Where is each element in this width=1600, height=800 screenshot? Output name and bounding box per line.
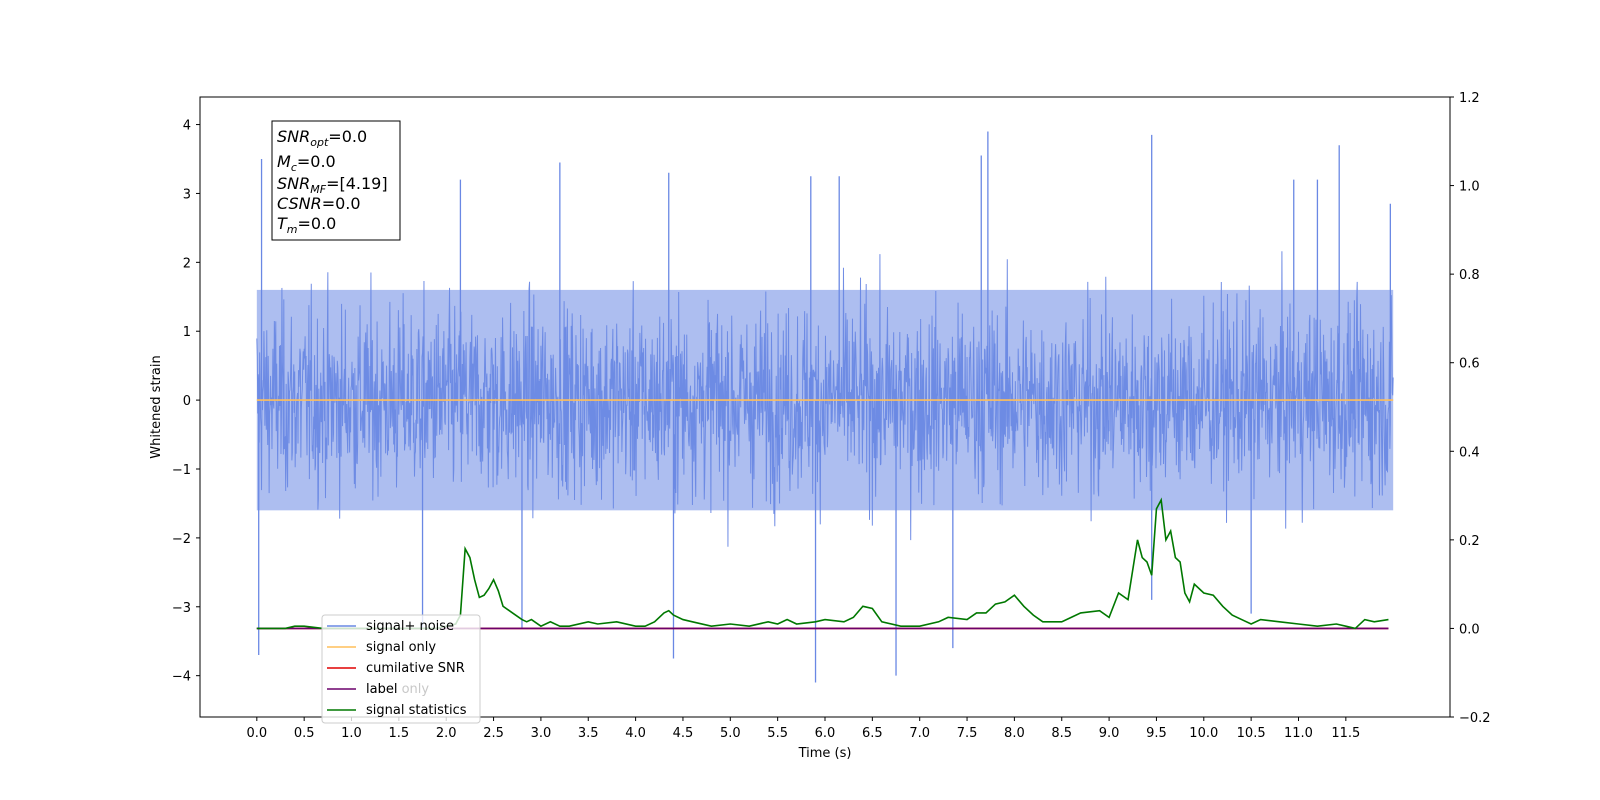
x-tick-label: 11.0 bbox=[1284, 726, 1313, 741]
y-right-tick-label: −0.2 bbox=[1459, 711, 1491, 726]
stats-annotation-box: SNRopt=0.0 Mc=0.0 SNRMF=[4.19] CSNR=0.0 … bbox=[271, 120, 401, 241]
x-tick-label: 5.0 bbox=[720, 726, 741, 741]
y-tick-label: −1 bbox=[172, 463, 191, 478]
x-tick-label: 10.5 bbox=[1237, 726, 1266, 741]
x-tick-label: 9.0 bbox=[1099, 726, 1120, 741]
x-tick-label: 3.5 bbox=[578, 726, 599, 741]
x-tick-label: 6.5 bbox=[862, 726, 883, 741]
y-tick-label: −3 bbox=[172, 601, 191, 616]
y-right-tick-label: 0.6 bbox=[1459, 357, 1480, 372]
legend-entry-signal-only: signal only bbox=[327, 640, 436, 655]
y-tick-label: 4 bbox=[183, 119, 191, 134]
x-tick-label: 11.5 bbox=[1331, 726, 1360, 741]
stats-line-csnr: CSNR=0.0 bbox=[277, 194, 361, 213]
y-tick-label: 0 bbox=[183, 394, 191, 409]
y-right-tick-label: 0.0 bbox=[1459, 622, 1480, 637]
x-tick-label: 8.5 bbox=[1051, 726, 1072, 741]
y-axis-right-ticks: 1.2 1.0 0.8 0.6 0.4 0.2 0.0 −0.2 bbox=[1450, 91, 1491, 726]
x-tick-label: 1.5 bbox=[389, 726, 410, 741]
y-tick-label: 3 bbox=[183, 187, 191, 202]
y-right-tick-label: 0.2 bbox=[1459, 534, 1480, 549]
x-tick-label: 2.5 bbox=[483, 726, 504, 741]
svg-text:signal statistics: signal statistics bbox=[366, 703, 467, 718]
x-tick-label: 0.0 bbox=[246, 726, 267, 741]
y-tick-label: 1 bbox=[183, 325, 191, 340]
x-tick-label: 7.0 bbox=[909, 726, 930, 741]
x-tick-label: 4.5 bbox=[673, 726, 694, 741]
svg-text:label: label bbox=[366, 682, 397, 697]
legend: signal+ noise signal only cumilative SNR… bbox=[321, 614, 481, 724]
y-tick-label: −4 bbox=[172, 670, 191, 685]
x-axis-ticks: 0.0 0.5 1.0 1.5 2.0 2.5 3.0 3.5 4.0 4.5 5.0 5.5 6.0 6… bbox=[246, 717, 1360, 741]
stats-line-snr-mf: SNRMF=[4.19] bbox=[277, 174, 388, 196]
y-right-tick-label: 0.4 bbox=[1459, 445, 1480, 460]
x-axis-label: Time (s) bbox=[798, 746, 852, 761]
legend-entry-label: label bbox=[327, 682, 397, 697]
x-tick-label: 0.5 bbox=[294, 726, 315, 741]
y-axis-left-ticks: 4 3 2 1 0 −1 −2 −3 −4 bbox=[172, 119, 200, 685]
x-tick-label: 3.0 bbox=[531, 726, 552, 741]
y-right-tick-label: 0.8 bbox=[1459, 268, 1480, 283]
legend-entry-signal-noise: signal+ noise bbox=[327, 619, 454, 634]
x-tick-label: 7.5 bbox=[957, 726, 978, 741]
signal-statistics-line bbox=[256, 497, 1389, 630]
stats-line-tm: Tm=0.0 bbox=[277, 214, 336, 236]
legend-entry-signal-statistics: signal statistics bbox=[327, 703, 467, 718]
y-axis-label: Whitened strain bbox=[149, 355, 164, 458]
x-tick-label: 5.5 bbox=[767, 726, 788, 741]
legend-entry-cumulative-snr: cumilative SNR bbox=[327, 661, 465, 676]
stats-line-chirp-mass: Mc=0.0 bbox=[277, 152, 336, 174]
stats-line-snr-opt: SNRopt=0.0 bbox=[277, 127, 367, 149]
x-tick-label: 1.0 bbox=[341, 726, 362, 741]
svg-text:signal only: signal only bbox=[366, 640, 436, 655]
x-tick-label: 8.0 bbox=[1004, 726, 1025, 741]
y-tick-label: 2 bbox=[183, 256, 191, 271]
x-tick-label: 2.0 bbox=[436, 726, 457, 741]
x-tick-label: 4.0 bbox=[625, 726, 646, 741]
legend-entry-label-only: label only bbox=[366, 682, 429, 697]
svg-text:signal+ noise: signal+ noise bbox=[366, 619, 454, 634]
y-tick-label: −2 bbox=[172, 532, 191, 547]
x-tick-label: 9.5 bbox=[1146, 726, 1167, 741]
y-right-tick-label: 1.2 bbox=[1459, 91, 1480, 106]
y-right-tick-label: 1.0 bbox=[1459, 180, 1480, 195]
svg-text:cumilative SNR: cumilative SNR bbox=[366, 661, 465, 676]
x-tick-label: 6.0 bbox=[815, 726, 836, 741]
svg-text:label only: label only bbox=[366, 682, 429, 697]
x-tick-label: 10.0 bbox=[1189, 726, 1218, 741]
